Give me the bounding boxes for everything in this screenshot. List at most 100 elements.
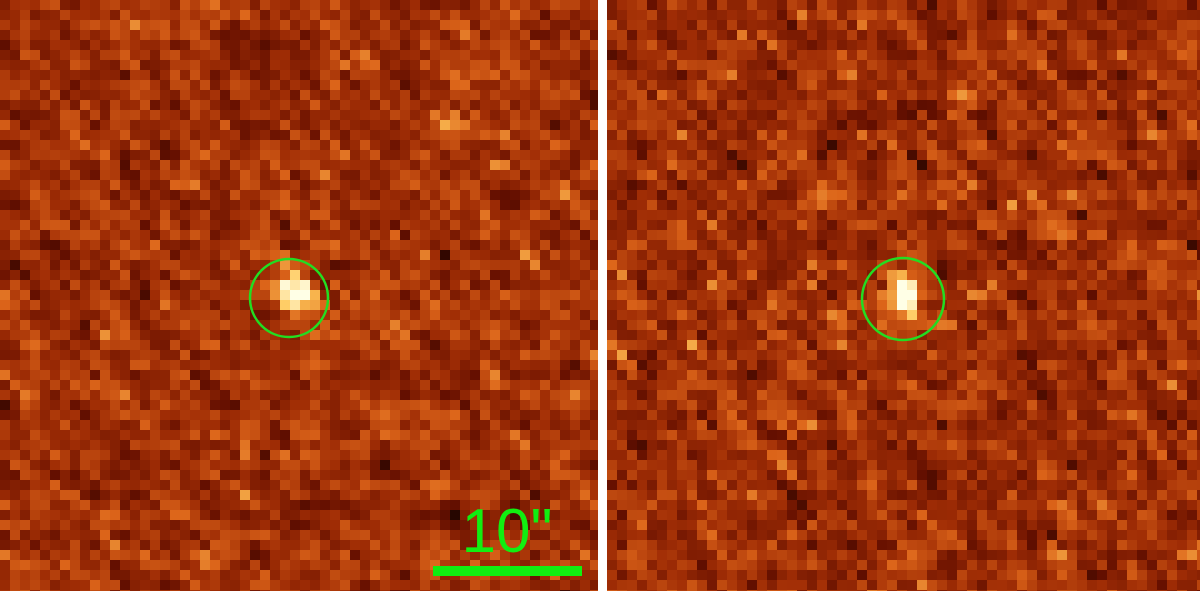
- pixel: [647, 30, 657, 40]
- pixel: [50, 210, 60, 220]
- pixel: [530, 580, 540, 590]
- pixel: [1127, 100, 1137, 110]
- pixel: [510, 370, 520, 380]
- pixel: [380, 520, 390, 530]
- pixel: [520, 330, 530, 340]
- pixel: [937, 60, 947, 70]
- pixel: [430, 240, 440, 250]
- pixel: [637, 30, 647, 40]
- pixel: [550, 130, 560, 140]
- pixel: [560, 300, 570, 310]
- pixel: [747, 100, 757, 110]
- pixel: [160, 230, 170, 240]
- pixel: [827, 0, 837, 10]
- pixel: [687, 160, 697, 170]
- pixel: [480, 190, 490, 200]
- pixel: [480, 240, 490, 250]
- pixel: [140, 90, 150, 100]
- pixel: [907, 70, 917, 80]
- pixel: [240, 430, 250, 440]
- pixel: [580, 560, 590, 570]
- pixel: [897, 40, 907, 50]
- pixel: [757, 220, 767, 230]
- pixel: [500, 300, 510, 310]
- pixel: [390, 390, 400, 400]
- pixel: [400, 360, 410, 370]
- pixel: [30, 50, 40, 60]
- pixel: [727, 90, 737, 100]
- pixel: [520, 110, 530, 120]
- pixel: [837, 220, 847, 230]
- pixel: [667, 190, 677, 200]
- pixel: [320, 150, 330, 160]
- pixel: [747, 180, 757, 190]
- pixel: [320, 60, 330, 70]
- pixel: [520, 180, 530, 190]
- pixel: [460, 280, 470, 290]
- pixel: [757, 80, 767, 90]
- pixel: [290, 480, 300, 490]
- pixel: [180, 50, 190, 60]
- pixel: [30, 520, 40, 530]
- pixel: [60, 290, 70, 300]
- pixel: [260, 300, 270, 310]
- pixel: [250, 400, 260, 410]
- pixel: [470, 320, 480, 330]
- pixel: [90, 390, 100, 400]
- pixel: [590, 390, 598, 400]
- pixel: [977, 150, 987, 160]
- pixel: [50, 40, 60, 50]
- pixel: [320, 350, 330, 360]
- pixel: [837, 20, 847, 30]
- pixel: [867, 140, 877, 150]
- pixel: [330, 110, 340, 120]
- pixel: [310, 450, 320, 460]
- pixel: [490, 360, 500, 370]
- pixel: [947, 140, 957, 150]
- pixel: [627, 230, 637, 240]
- pixel: [130, 180, 140, 190]
- pixel: [380, 420, 390, 430]
- pixel: [350, 370, 360, 380]
- pixel: [20, 70, 30, 80]
- pixel: [140, 30, 150, 40]
- pixel: [440, 330, 450, 340]
- pixel: [170, 320, 180, 330]
- pixel: [270, 350, 280, 360]
- pixel: [997, 170, 1007, 180]
- pixel: [90, 170, 100, 180]
- pixel: [370, 350, 380, 360]
- pixel: [947, 150, 957, 160]
- pixel: [20, 280, 30, 290]
- pixel: [400, 550, 410, 560]
- pixel: [130, 240, 140, 250]
- pixel: [0, 140, 10, 150]
- pixel: [647, 170, 657, 180]
- pixel: [60, 160, 70, 170]
- pixel: [867, 40, 877, 50]
- pixel: [430, 380, 440, 390]
- pixel: [580, 460, 590, 470]
- pixel: [0, 160, 10, 170]
- pixel: [120, 100, 130, 110]
- pixel: [330, 340, 340, 350]
- pixel: [200, 480, 210, 490]
- pixel: [667, 150, 677, 160]
- pixel: [520, 380, 530, 390]
- pixel: [230, 550, 240, 560]
- pixel: [120, 50, 130, 60]
- pixel: [490, 120, 500, 130]
- pixel: [460, 100, 470, 110]
- pixel: [60, 380, 70, 390]
- pixel: [747, 50, 757, 60]
- pixel: [500, 90, 510, 100]
- pixel: [170, 210, 180, 220]
- pixel: [110, 470, 120, 480]
- pixel: [1047, 40, 1057, 50]
- pixel: [1147, 210, 1157, 220]
- pixel: [150, 320, 160, 330]
- pixel: [460, 60, 470, 70]
- pixel: [0, 510, 10, 520]
- pixel: [767, 80, 777, 90]
- pixel: [450, 240, 460, 250]
